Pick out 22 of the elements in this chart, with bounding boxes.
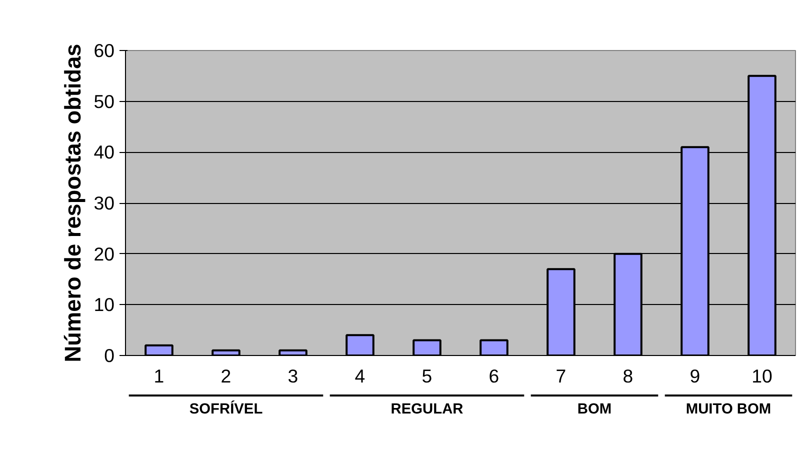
y-tick-label: 10 bbox=[94, 294, 115, 316]
y-tick-label: 60 bbox=[94, 40, 115, 61]
x-tick-label: 4 bbox=[354, 366, 366, 386]
x-tick-label: 7 bbox=[556, 366, 566, 386]
y-tick-label: 50 bbox=[94, 90, 115, 112]
x-tick-label: 5 bbox=[422, 366, 432, 386]
y-tick-label: 20 bbox=[94, 243, 115, 264]
text: BOM bbox=[577, 402, 612, 418]
x-tick-label: 2 bbox=[220, 366, 232, 386]
text: REGULAR bbox=[390, 402, 464, 418]
y-tick-label: 30 bbox=[94, 192, 115, 214]
y-tick-label: 0 bbox=[104, 345, 115, 366]
x-tick-label: 10 bbox=[752, 366, 772, 386]
y-axis-title: Número de respostas obtidas bbox=[60, 44, 86, 362]
x-tick-label: 3 bbox=[288, 366, 298, 386]
x-tick-label: 1 bbox=[154, 366, 164, 386]
x-tick-label: 8 bbox=[622, 366, 634, 386]
text: MUITO BOM bbox=[686, 402, 772, 418]
y-tick-label: 40 bbox=[94, 142, 115, 163]
text: SOFRÍVEL bbox=[189, 400, 263, 418]
x-tick-label: 6 bbox=[488, 366, 500, 386]
x-tick-label: 9 bbox=[690, 366, 700, 386]
